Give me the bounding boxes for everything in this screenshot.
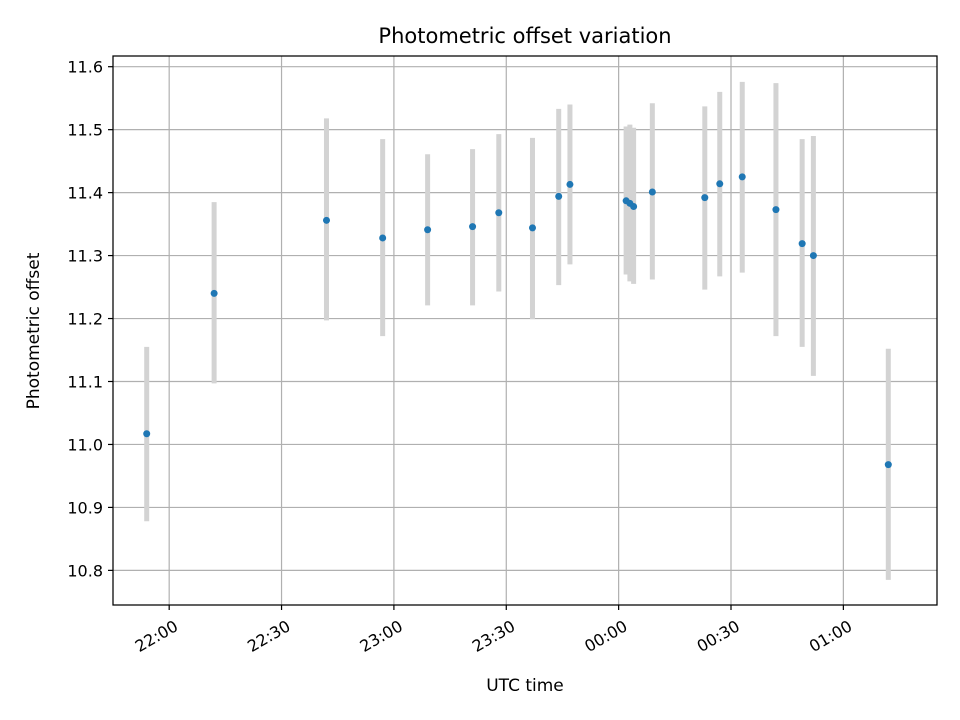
data-point xyxy=(210,289,218,297)
data-point xyxy=(528,224,536,232)
data-point xyxy=(701,194,709,202)
y-tick-label: 11.3 xyxy=(67,247,103,266)
data-point xyxy=(495,209,503,217)
data-points xyxy=(143,173,892,469)
y-tick-label: 10.8 xyxy=(67,561,103,580)
y-tick-label: 11.6 xyxy=(67,58,103,77)
data-point xyxy=(809,252,817,260)
data-point xyxy=(322,216,330,224)
data-point xyxy=(424,226,432,234)
plot-frame xyxy=(112,55,938,606)
chart-title: Photometric offset variation xyxy=(378,24,671,48)
data-point xyxy=(772,206,780,214)
y-tick-label: 11.2 xyxy=(67,310,103,329)
y-tick-label: 11.0 xyxy=(67,435,103,454)
data-point xyxy=(379,234,387,242)
data-point xyxy=(630,202,638,210)
data-point xyxy=(143,430,151,438)
data-point xyxy=(469,223,477,231)
y-tick-label: 11.5 xyxy=(67,121,103,140)
data-point xyxy=(798,240,806,248)
y-axis-label: Photometric offset xyxy=(24,252,44,409)
data-point xyxy=(884,461,892,469)
data-point xyxy=(555,192,563,200)
data-point xyxy=(716,180,724,188)
y-tick-label: 10.9 xyxy=(67,498,103,517)
data-point xyxy=(648,188,656,196)
y-tick-label: 11.1 xyxy=(67,372,103,391)
y-axis-ticks: 10.8 10.9 11.0 11.1 11.2 11.3 11.4 11.5 11.6 xyxy=(67,58,113,580)
data-point xyxy=(738,173,746,181)
y-tick-label: 11.4 xyxy=(67,184,103,203)
x-axis-label: UTC time xyxy=(486,676,564,696)
data-point xyxy=(566,180,574,188)
